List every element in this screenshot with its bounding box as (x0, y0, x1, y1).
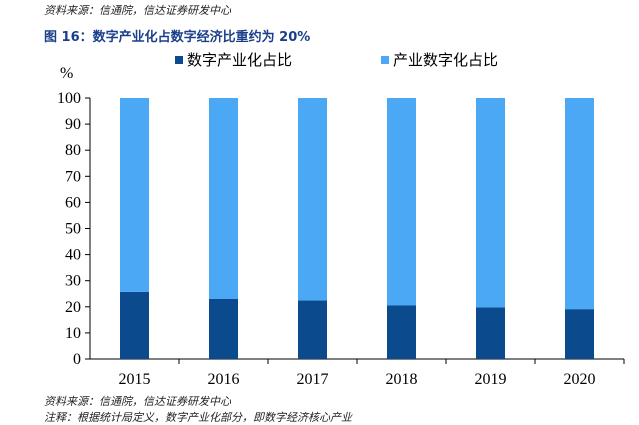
y-tick-label: 40 (65, 247, 81, 264)
legend-label-series-1: 产业数字化占比 (393, 51, 498, 69)
y-tick-label: 60 (65, 194, 81, 211)
axes (89, 98, 624, 360)
x-tick-label: 2018 (386, 371, 418, 388)
y-tick-label: 20 (65, 299, 81, 316)
bar-2017-series-1 (298, 98, 327, 301)
bar-2016-series-0 (209, 298, 238, 359)
figure-title: 图 16：数字产业化占数字经济比重约为 20% (44, 30, 311, 45)
source-note-top: 资料来源：信通院，信达证券研发中心 (44, 4, 231, 17)
x-tick-label: 2016 (208, 371, 240, 388)
x-axis-ticks: 2015 2016 2017 2018 2019 2020 (119, 359, 625, 388)
y-tick-label: 70 (65, 168, 81, 185)
legend: 数字产业化占比 产业数字化占比 (175, 51, 498, 69)
bar-2020-series-1 (565, 98, 594, 310)
source-note-bottom: 资料来源：信通院，信达证券研发中心 (44, 395, 231, 408)
x-tick-label: 2015 (119, 371, 151, 388)
y-tick-label: 0 (73, 351, 81, 368)
legend-swatch-series-1 (381, 56, 389, 64)
bar-2018-series-0 (387, 305, 416, 359)
bar-2017-series-0 (298, 300, 327, 359)
bar-2019-series-1 (476, 98, 505, 308)
x-tick-label: 2017 (297, 371, 329, 388)
y-tick-label: 30 (65, 273, 81, 290)
bar-2015-series-0 (120, 291, 149, 359)
footnote: 注释：根据统计局定义，数字产业化部分，即数字经济核心产业 (44, 411, 352, 424)
y-tick-label: 100 (57, 90, 81, 107)
y-axis-ticks: 0 10 20 30 40 50 60 70 80 90 100 (57, 90, 90, 368)
bar-2018-series-1 (387, 98, 416, 306)
bar-2016-series-1 (209, 98, 238, 299)
y-tick-label: 10 (65, 325, 81, 342)
y-tick-label: 80 (65, 142, 81, 159)
y-tick-label: 50 (65, 221, 81, 238)
bar-2019-series-0 (476, 307, 505, 359)
bars (120, 98, 594, 359)
x-tick-label: 2020 (564, 371, 596, 388)
x-tick-label: 2019 (475, 371, 507, 388)
legend-label-series-0: 数字产业化占比 (187, 51, 292, 69)
bar-2020-series-0 (565, 309, 594, 359)
legend-swatch-series-0 (175, 56, 183, 64)
y-tick-label: 90 (65, 116, 81, 133)
bar-2015-series-1 (120, 98, 149, 292)
y-axis-unit-label: % (60, 65, 73, 82)
